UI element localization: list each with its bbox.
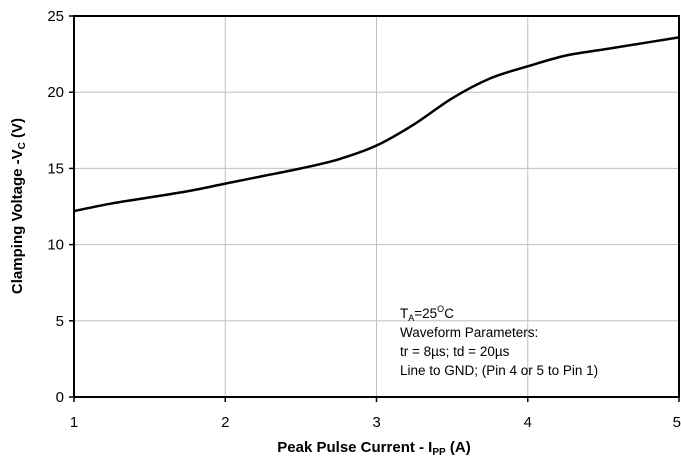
clamping-voltage-curve (73, 36, 680, 213)
series-layer (73, 36, 680, 213)
x-tick-label: 2 (221, 414, 229, 431)
x-tick-label: 1 (70, 414, 78, 431)
y-tick-label: 20 (47, 84, 64, 101)
x-axis-title: Peak Pulse Current - IPP (A) (277, 439, 470, 458)
annotation-waveform-title: Waveform Parameters: (400, 325, 538, 340)
y-axis-title: Clamping Voltage -VC (V) (9, 118, 28, 294)
annotation-waveform-params: tr = 8µs; td = 20µs (400, 344, 510, 359)
y-tick-label: 0 (56, 389, 64, 406)
conditions-annotation: TA=25OC Waveform Parameters: tr = 8µs; t… (400, 304, 598, 378)
grid-lines (74, 16, 679, 397)
y-tick-label: 10 (47, 237, 64, 254)
annotation-connection: Line to GND; (Pin 4 or 5 to Pin 1) (400, 363, 598, 378)
y-tick-label: 15 (47, 160, 64, 177)
plot-area-frame (73, 15, 680, 398)
y-tick-label: 5 (56, 313, 64, 330)
axis-ticks: 0 5 10 15 20 25 1 2 3 4 5 (47, 8, 681, 431)
x-tick-label: 4 (524, 414, 532, 431)
x-tick-label: 3 (372, 414, 380, 431)
y-tick-label: 25 (47, 8, 64, 25)
annotation-temperature: TA=25OC (400, 304, 454, 323)
x-tick-label: 5 (673, 414, 681, 431)
